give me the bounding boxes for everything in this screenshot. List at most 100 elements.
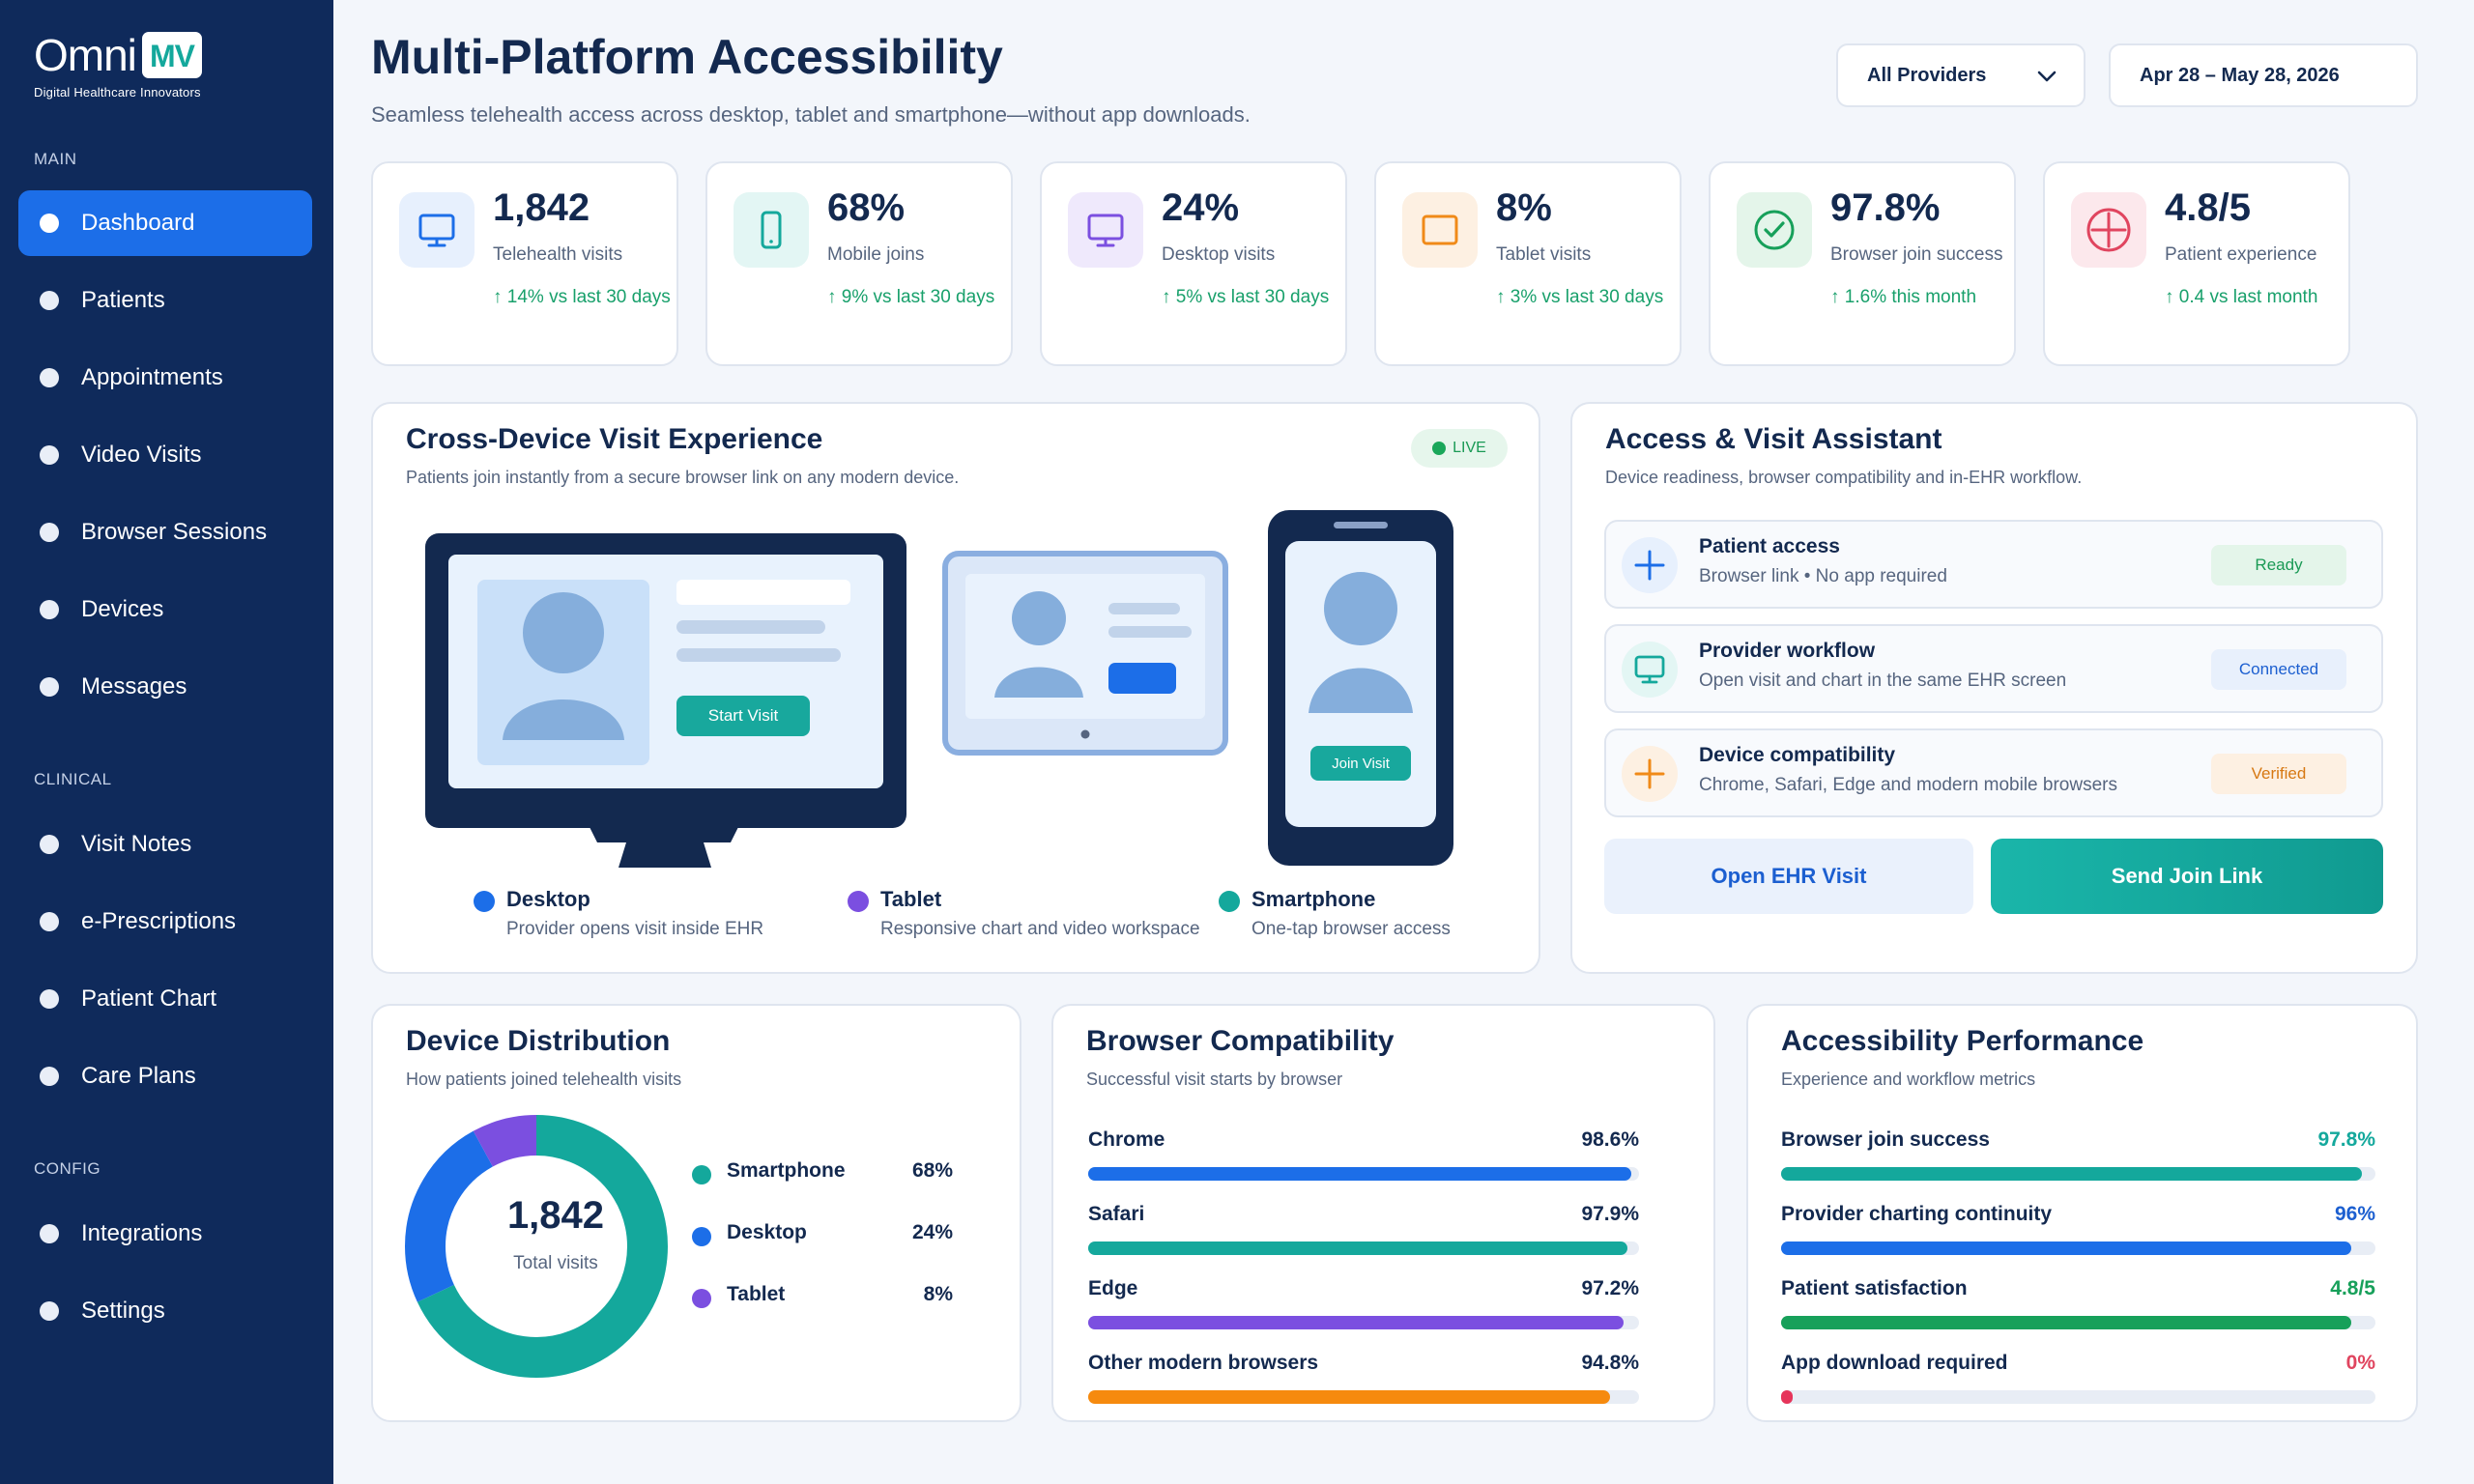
legend-name: Desktop bbox=[727, 1221, 807, 1243]
sidebar-item-label: Browser Sessions bbox=[81, 519, 268, 545]
sidebar-item-video-visits[interactable]: Video Visits bbox=[18, 422, 312, 488]
assistant-row-provider-workflow[interactable]: Provider workflow Open visit and chart i… bbox=[1604, 624, 2383, 713]
accessibility-performance-panel: Accessibility Performance Experience and… bbox=[1746, 1004, 2418, 1422]
kpi-card-mobile-joins[interactable]: 68% Mobile joins ↑ 9% vs last 30 days bbox=[705, 161, 1013, 366]
assistant-row-device-compatibility[interactable]: Device compatibility Chrome, Safari, Edg… bbox=[1604, 728, 2383, 817]
assistant-row-title: Device compatibility bbox=[1699, 744, 1896, 766]
bar-track bbox=[1781, 1241, 2375, 1255]
bar-fill bbox=[1088, 1241, 1628, 1255]
bar-row-edge: Edge 97.2% bbox=[1088, 1277, 1639, 1335]
medical-cross-icon bbox=[2071, 192, 2146, 268]
kpi-label: Tablet visits bbox=[1496, 244, 1592, 265]
sidebar-item-dashboard[interactable]: Dashboard bbox=[18, 190, 312, 256]
date-range-picker[interactable]: Apr 28 – May 28, 2026 bbox=[2109, 43, 2418, 107]
bullet-icon bbox=[40, 1067, 59, 1086]
monitor-icon bbox=[399, 192, 475, 268]
kpi-value: 24% bbox=[1162, 186, 1240, 229]
provider-filter-select[interactable]: All Providers bbox=[1836, 43, 2086, 107]
sidebar-item-visit-notes[interactable]: Visit Notes bbox=[18, 812, 312, 877]
brand-logo[interactable]: Omni MV Digital Healthcare Innovators bbox=[34, 29, 202, 100]
join-visit-button[interactable]: Join Visit bbox=[1310, 746, 1411, 781]
bar-label: App download required bbox=[1781, 1352, 2008, 1374]
bar-fill bbox=[1781, 1167, 2363, 1181]
donut-legend-tablet: Tablet 8% bbox=[692, 1283, 953, 1312]
sidebar-item-integrations[interactable]: Integrations bbox=[18, 1201, 312, 1267]
bar-track bbox=[1781, 1167, 2375, 1181]
plus-icon bbox=[1622, 537, 1678, 593]
provider-filter-value: All Providers bbox=[1867, 64, 1987, 86]
bar-track bbox=[1781, 1390, 2375, 1404]
page-title: Multi-Platform Accessibility bbox=[371, 30, 1003, 84]
bar-track bbox=[1088, 1167, 1639, 1181]
check-circle-icon bbox=[1737, 192, 1812, 268]
sidebar-item-devices[interactable]: Devices bbox=[18, 577, 312, 642]
send-join-link-button[interactable]: Send Join Link bbox=[1991, 839, 2383, 914]
legend-name: Tablet bbox=[880, 887, 942, 911]
kpi-label: Mobile joins bbox=[827, 244, 925, 265]
smartphone-icon bbox=[734, 192, 809, 268]
smartphone-illustration bbox=[1268, 510, 1453, 866]
sidebar-item-patients[interactable]: Patients bbox=[18, 268, 312, 333]
kpi-card-telehealth-visits[interactable]: 1,842 Telehealth visits ↑ 14% vs last 30… bbox=[371, 161, 678, 366]
sidebar-item-patient-chart[interactable]: Patient Chart bbox=[18, 966, 312, 1032]
sidebar-item-appointments[interactable]: Appointments bbox=[18, 345, 312, 411]
sidebar-item-care-plans[interactable]: Care Plans bbox=[18, 1043, 312, 1109]
sidebar-item-label: Messages bbox=[81, 673, 187, 699]
kpi-card-desktop-visits[interactable]: 24% Desktop visits ↑ 5% vs last 30 days bbox=[1040, 161, 1347, 366]
legend-value: 68% bbox=[911, 1159, 953, 1182]
kpi-trend: ↑ 9% vs last 30 days bbox=[827, 287, 995, 307]
panel-title: Cross-Device Visit Experience bbox=[406, 423, 823, 455]
panel-subtitle: Device readiness, browser compatibility … bbox=[1605, 468, 2083, 487]
bar-value: 97.9% bbox=[1581, 1203, 1639, 1225]
status-badge: Ready bbox=[2211, 545, 2346, 585]
sidebar-item-e-prescriptions[interactable]: e-Prescriptions bbox=[18, 889, 312, 955]
sidebar-item-messages[interactable]: Messages bbox=[18, 654, 312, 720]
sidebar-item-browser-sessions[interactable]: Browser Sessions bbox=[18, 499, 312, 565]
nav-section-main: MAIN bbox=[34, 150, 77, 168]
legend-value: 24% bbox=[911, 1221, 953, 1243]
live-dot-icon bbox=[1432, 442, 1447, 455]
kpi-label: Desktop visits bbox=[1162, 244, 1276, 265]
bar-label: Patient satisfaction bbox=[1781, 1277, 1968, 1299]
bullet-icon bbox=[40, 677, 59, 697]
bullet-icon bbox=[40, 912, 59, 931]
bar-fill bbox=[1088, 1167, 1632, 1181]
brand-badge-icon: MV bbox=[141, 32, 202, 78]
bar-fill bbox=[1088, 1390, 1611, 1404]
open-ehr-visit-button[interactable]: Open EHR Visit bbox=[1604, 839, 1973, 914]
panel-subtitle: Successful visit starts by browser bbox=[1086, 1070, 1343, 1089]
kpi-card-tablet-visits[interactable]: 8% Tablet visits ↑ 3% vs last 30 days bbox=[1374, 161, 1682, 366]
bullet-icon bbox=[40, 214, 59, 233]
assistant-row-patient-access[interactable]: Patient access Browser link • No app req… bbox=[1604, 520, 2383, 609]
legend-value: 8% bbox=[923, 1283, 953, 1305]
bullet-icon bbox=[40, 1224, 59, 1243]
bar-row-safari: Safari 97.9% bbox=[1088, 1203, 1639, 1261]
panel-subtitle: Experience and workflow metrics bbox=[1781, 1070, 2036, 1089]
bar-label: Edge bbox=[1088, 1277, 1138, 1299]
legend-desc: Provider opens visit inside EHR bbox=[506, 919, 764, 939]
legend-dot-icon bbox=[692, 1289, 711, 1308]
assistant-row-desc: Chrome, Safari, Edge and modern mobile b… bbox=[1699, 775, 2117, 795]
bar-track bbox=[1088, 1316, 1639, 1329]
sidebar-item-settings[interactable]: Settings bbox=[18, 1278, 312, 1344]
monitor-icon bbox=[1622, 642, 1678, 698]
assistant-row-desc: Browser link • No app required bbox=[1699, 566, 1947, 586]
bullet-icon bbox=[40, 523, 59, 542]
kpi-card-patient-experience[interactable]: 4.8/5 Patient experience ↑ 0.4 vs last m… bbox=[2043, 161, 2350, 366]
donut-slice-tablet bbox=[405, 1115, 668, 1378]
brand-badge-letters: MV bbox=[150, 39, 196, 73]
start-visit-button[interactable]: Start Visit bbox=[676, 696, 810, 736]
live-label: LIVE bbox=[1453, 440, 1486, 456]
legend-dot-icon bbox=[848, 891, 869, 912]
kpi-card-browser-join-success[interactable]: 97.8% Browser join success ↑ 1.6% this m… bbox=[1709, 161, 2016, 366]
bar-track bbox=[1781, 1316, 2375, 1329]
bar-value: 97.8% bbox=[2317, 1128, 2375, 1151]
assistant-row-desc: Open visit and chart in the same EHR scr… bbox=[1699, 671, 2067, 691]
bar-track bbox=[1088, 1241, 1639, 1255]
bar-fill bbox=[1781, 1390, 1793, 1404]
legend-name: Smartphone bbox=[1251, 887, 1376, 911]
browser-compatibility-panel: Browser Compatibility Successful visit s… bbox=[1051, 1004, 1715, 1422]
sidebar: Omni MV Digital Healthcare Innovators MA… bbox=[0, 0, 333, 1484]
device-donut-chart bbox=[405, 1115, 668, 1378]
legend-desc: One-tap browser access bbox=[1251, 919, 1451, 939]
